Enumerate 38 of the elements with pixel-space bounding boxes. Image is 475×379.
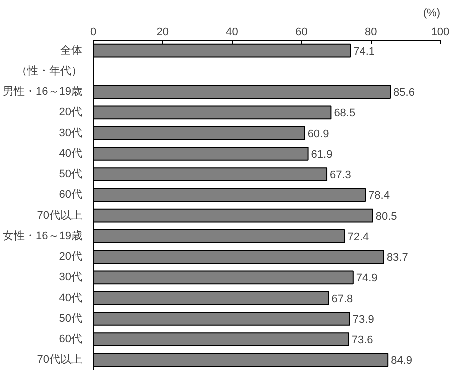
y-tick-label: 30代 [59, 127, 83, 140]
y-tick-label: 男性・16～19歳 [3, 85, 83, 98]
y-tick-label: 70代以上 [37, 353, 83, 366]
y-tick-label: 女性・16～19歳 [3, 229, 83, 242]
x-axis-title: (%) [423, 8, 440, 20]
data-label: 85.6 [394, 87, 415, 100]
data-label: 72.4 [348, 231, 370, 244]
data-label: 67.3 [330, 170, 352, 182]
x-tick-label: 20 [156, 26, 170, 38]
y-tick-label: 70代以上 [37, 208, 83, 222]
y-tick-label: 30代 [59, 272, 83, 284]
x-tick-label: 60 [296, 26, 308, 38]
y-tick-label: 60代 [59, 189, 83, 202]
data-label: 83.7 [386, 252, 408, 264]
data-label: 60.9 [308, 128, 330, 140]
data-label: 84.9 [391, 355, 413, 368]
y-tick-label: 全体 [60, 44, 82, 57]
y-tick-label: 20代 [59, 106, 83, 119]
y-tick-label: 20代 [59, 251, 83, 264]
data-label: 73.6 [352, 334, 374, 347]
y-tick-label: 50代 [59, 168, 83, 181]
y-tick-label: 50代 [59, 312, 83, 325]
x-tick-label: 40 [226, 26, 238, 38]
data-label: 74.9 [356, 272, 378, 285]
x-tick-label: 80 [364, 26, 378, 38]
data-label: 68.5 [334, 108, 356, 120]
data-label: 78.4 [368, 190, 390, 202]
data-label: 80.5 [376, 210, 398, 223]
y-tick-label: 40代 [59, 292, 83, 304]
data-label: 73.9 [352, 314, 374, 326]
data-label: 74.1 [354, 46, 376, 58]
x-tick-label: 0 [90, 26, 97, 38]
x-tick-label: 100 [431, 26, 450, 38]
y-tick-label: 60代 [59, 334, 83, 346]
y-tick-label: （性・年代） [16, 65, 82, 78]
data-label: 67.8 [332, 293, 354, 306]
data-label: 61.9 [311, 148, 333, 161]
y-tick-label: 40代 [59, 148, 83, 160]
